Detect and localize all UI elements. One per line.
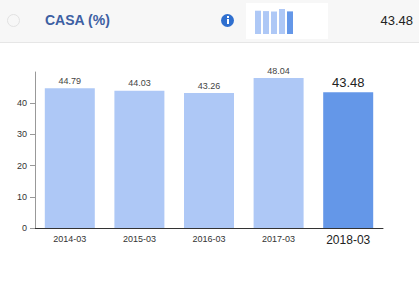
svg-text:44.03: 44.03 [128,78,151,88]
svg-text:2016-03: 2016-03 [192,234,225,244]
svg-text:43.48: 43.48 [332,75,365,90]
svg-text:44.79: 44.79 [59,76,82,86]
svg-text:0: 0 [22,223,27,233]
svg-text:2014-03: 2014-03 [53,234,86,244]
svg-text:40: 40 [17,98,27,108]
svg-text:2015-03: 2015-03 [123,234,156,244]
svg-text:48.04: 48.04 [267,66,290,76]
svg-text:2018-03: 2018-03 [326,233,370,247]
svg-text:30: 30 [17,129,27,139]
html-text:CASA (%): CASA (%) [45,12,110,28]
svg-text:10: 10 [17,192,27,202]
svg-text:20: 20 [17,161,27,171]
svg-text:43.26: 43.26 [198,81,221,91]
html-text:43.48: 43.48 [380,13,413,28]
svg-text:2017-03: 2017-03 [262,234,295,244]
